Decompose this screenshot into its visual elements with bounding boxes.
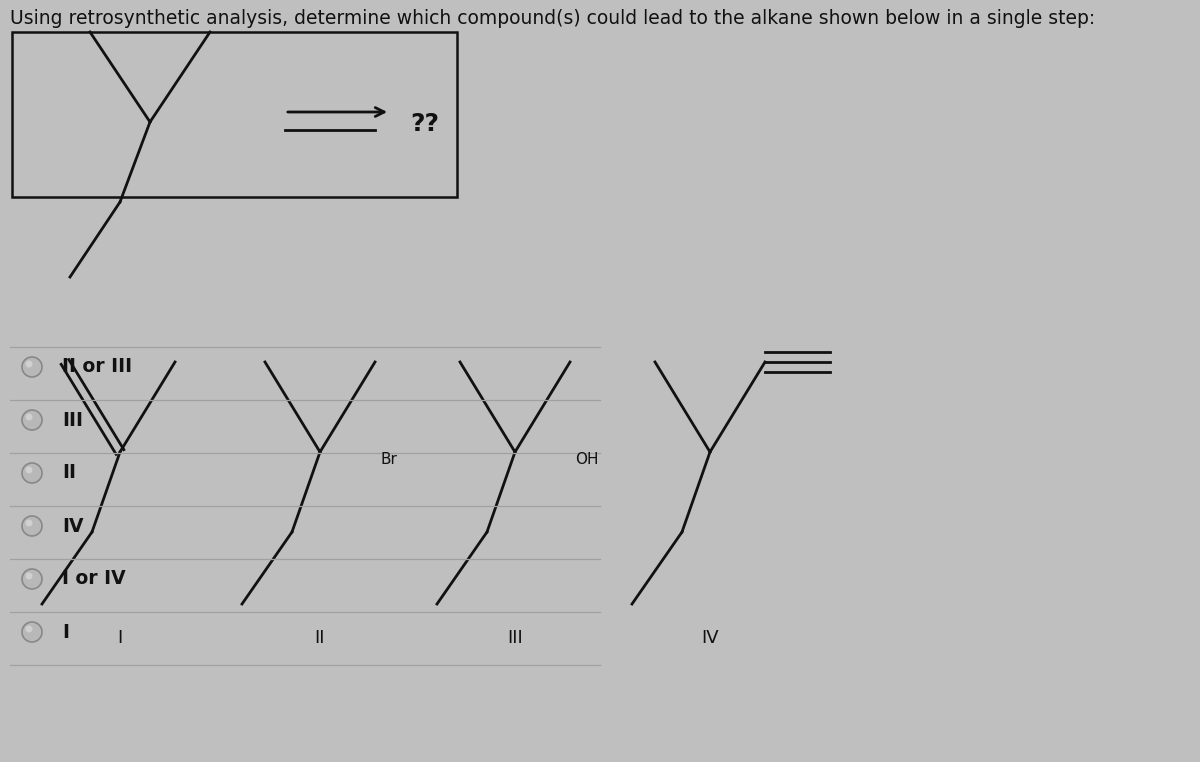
Circle shape — [25, 414, 32, 421]
Circle shape — [22, 569, 42, 589]
Bar — [12, 32, 457, 197]
Circle shape — [22, 622, 42, 642]
Text: OH: OH — [575, 452, 599, 467]
Circle shape — [22, 357, 42, 377]
Circle shape — [25, 572, 32, 579]
Circle shape — [22, 410, 42, 430]
Text: ??: ?? — [410, 112, 439, 136]
Text: Using retrosynthetic analysis, determine which compound(s) could lead to the alk: Using retrosynthetic analysis, determine… — [10, 9, 1096, 28]
Text: II or III: II or III — [62, 357, 132, 376]
Circle shape — [25, 626, 32, 632]
Circle shape — [22, 463, 42, 483]
Circle shape — [25, 466, 32, 473]
Text: I: I — [62, 623, 70, 642]
Text: II: II — [62, 463, 76, 482]
Text: I or IV: I or IV — [62, 569, 126, 588]
Text: Br: Br — [380, 452, 397, 467]
Circle shape — [25, 360, 32, 367]
Text: III: III — [508, 629, 523, 647]
Text: I: I — [118, 629, 122, 647]
Circle shape — [25, 520, 32, 527]
Text: IV: IV — [701, 629, 719, 647]
Text: IV: IV — [62, 517, 84, 536]
Text: III: III — [62, 411, 83, 430]
Circle shape — [22, 516, 42, 536]
Text: II: II — [314, 629, 325, 647]
